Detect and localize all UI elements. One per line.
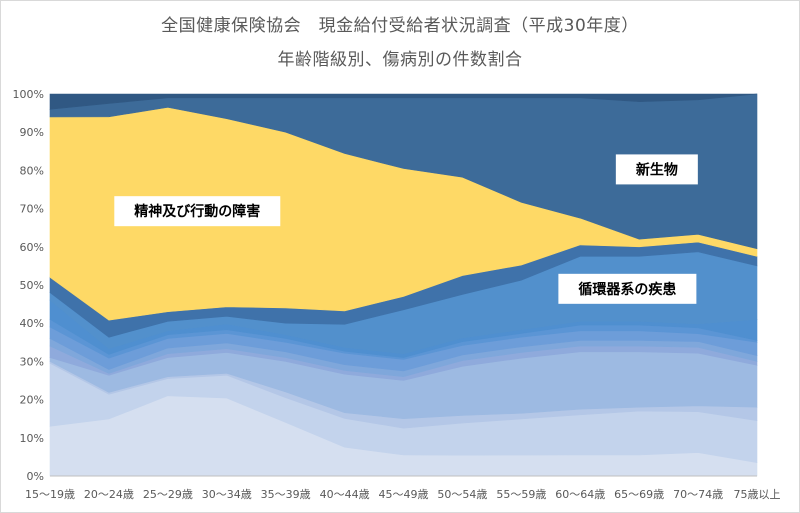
y-tick-label: 40% bbox=[20, 317, 44, 330]
x-tick-label: 15〜19歳 bbox=[25, 488, 75, 501]
x-tick-label: 70〜74歳 bbox=[673, 488, 723, 501]
y-tick-label: 10% bbox=[20, 432, 44, 445]
x-tick-label: 75歳以上 bbox=[734, 488, 781, 501]
annotation-box: 新生物 bbox=[615, 154, 698, 185]
x-tick-label: 25〜29歳 bbox=[143, 488, 193, 501]
chart-title: 全国健康保険協会 現金給付受給者状況調査（平成30年度） bbox=[161, 16, 639, 36]
annotation-label: 新生物 bbox=[636, 161, 678, 178]
x-tick-label: 45〜49歳 bbox=[379, 488, 429, 501]
x-tick-label: 20〜24歳 bbox=[84, 488, 134, 501]
y-tick-label: 50% bbox=[20, 279, 44, 292]
annotation-box: 精神及び行動の障害 bbox=[114, 196, 281, 227]
x-tick-label: 40〜44歳 bbox=[320, 488, 370, 501]
annotation-label: 精神及び行動の障害 bbox=[134, 203, 260, 220]
chart-subtitle: 年齢階級別、傷病別の件数割合 bbox=[277, 50, 523, 70]
axis-layer: 0% 10% 20% 30% 40% 50% 60% 70% 80% 90% 100% 15〜19歳 2… bbox=[13, 88, 781, 501]
y-tick-label: 30% bbox=[20, 355, 44, 368]
x-tick-label: 30〜34歳 bbox=[202, 488, 252, 501]
y-tick-label: 90% bbox=[20, 126, 44, 139]
x-tick-label: 65〜69歳 bbox=[614, 488, 664, 501]
y-tick-label: 60% bbox=[20, 241, 44, 254]
x-tick-label: 50〜54歳 bbox=[437, 488, 487, 501]
areas-layer bbox=[49, 93, 758, 477]
x-tick-label: 55〜59歳 bbox=[496, 488, 546, 501]
area-series-14 bbox=[49, 93, 758, 110]
y-tick-label: 100% bbox=[13, 88, 44, 101]
y-tick-label: 70% bbox=[20, 203, 44, 216]
x-tick-label: 60〜64歳 bbox=[555, 488, 605, 501]
annotation-label: 循環器系の疾患 bbox=[578, 281, 676, 298]
y-tick-label: 0% bbox=[27, 470, 44, 483]
y-tick-label: 80% bbox=[20, 164, 44, 177]
x-tick-label: 35〜39歳 bbox=[261, 488, 311, 501]
annotation-box: 循環器系の疾患 bbox=[558, 273, 697, 304]
y-tick-label: 20% bbox=[20, 394, 44, 407]
